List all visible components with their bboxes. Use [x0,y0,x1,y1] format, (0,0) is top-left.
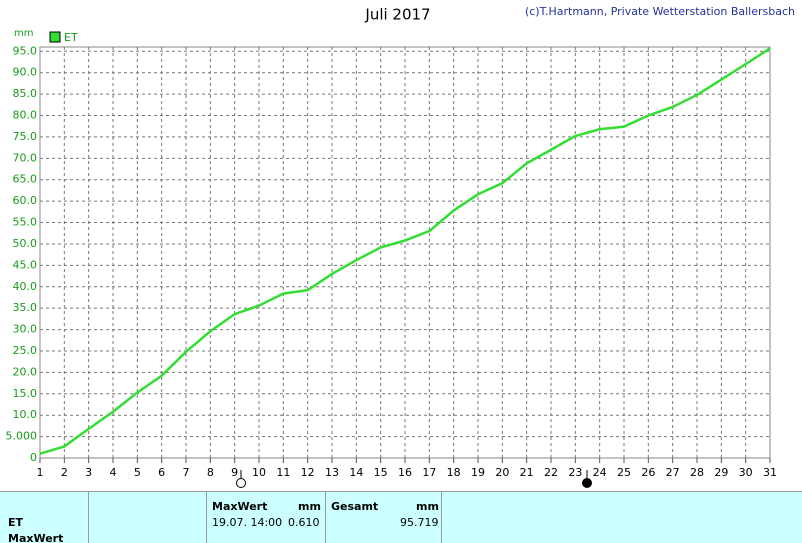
y-tick-label: 45.0 [13,258,38,271]
y-tick-label: 50.0 [13,237,38,250]
row-label: ET [8,516,24,529]
x-tick-label: 2 [61,466,68,479]
y-tick-label: 60.0 [13,194,38,207]
x-tick-label: 15 [374,466,388,479]
x-tick-label: 31 [763,466,777,479]
y-tick-label: 90.0 [13,66,38,79]
y-tick-label: 80.0 [13,109,38,122]
col-unit: mm [416,500,439,513]
row-label: MaxWert [8,532,64,543]
y-tick-label: 55.0 [13,216,38,229]
max-value: 0.610 [288,516,320,529]
divider [88,492,89,543]
x-tick-label: 18 [447,466,461,479]
y-tick-label: 25.0 [13,344,38,357]
x-tick-label: 10 [252,466,266,479]
y-tick-label: 85.0 [13,87,38,100]
x-tick-label: 27 [666,466,680,479]
x-tick-label: 26 [641,466,655,479]
x-tick-label: 13 [325,466,339,479]
divider [206,492,207,543]
copyright: (c)T.Hartmann, Private Wetterstation Bal… [525,5,795,18]
x-tick-label: 14 [349,466,363,479]
y-tick-label: 65.0 [13,173,38,186]
y-tick-label: 35.0 [13,301,38,314]
moon-icons [236,470,592,488]
x-tick-label: 6 [158,466,165,479]
col-header: MaxWert [212,500,268,513]
y-tick-label: 20.0 [13,365,38,378]
divider [325,492,326,543]
total-value: 95.719 [400,516,439,529]
x-tick-label: 16 [398,466,412,479]
y-tick-label: 30.0 [13,323,38,336]
x-tick-label: 12 [301,466,315,479]
line [39,47,771,455]
x-tick-label: 22 [544,466,558,479]
x-tick-label: 25 [617,466,631,479]
x-tick-label: 23 [568,466,582,479]
y-tick-label: 75.0 [13,130,38,143]
y-unit: mm [14,28,33,39]
x-tick-label: 1 [37,466,44,479]
x-tick-label: 21 [520,466,534,479]
x-tick-label: 3 [85,466,92,479]
y-tick-label: 5.000 [6,430,38,443]
summary-table: ET MaxWert MaxWert mm 19.07. 14:00 0.610… [0,491,802,543]
x-tick-label: 29 [714,466,728,479]
y-tick-label: 70.0 [13,151,38,164]
x-tick-label: 7 [183,466,190,479]
x-tick-label: 9 [231,466,238,479]
new-moon [582,478,592,488]
col-header: Gesamt [331,500,379,513]
y-tick-label: 10.0 [13,408,38,421]
x-tick-label: 30 [739,466,753,479]
x-tick-label: 8 [207,466,214,479]
max-time: 19.07. 14:00 [212,516,283,529]
x-tick-label: 20 [495,466,509,479]
x-tick-label: 5 [134,466,141,479]
x-tick-label: 19 [471,466,485,479]
full-moon [236,478,246,488]
y-tick-label: 40.0 [13,280,38,293]
x-tick-label: 28 [690,466,704,479]
chart-title: Juli 2017 [364,6,430,24]
x-tick-label: 4 [110,466,117,479]
col-unit: mm [298,500,321,513]
chart: Juli 2017 (c)T.Hartmann, Private Wetters… [6,5,795,488]
y-tick-label: 95.0 [13,44,38,57]
x-tick-label: 11 [276,466,290,479]
x-tick-label: 24 [593,466,607,479]
y-tick-label: 15.0 [13,387,38,400]
y-tick-label: 0 [30,451,37,464]
x-tick-label: 17 [422,466,436,479]
legend-swatch [49,31,61,43]
legend-label: ET [64,31,78,44]
divider [441,492,442,543]
